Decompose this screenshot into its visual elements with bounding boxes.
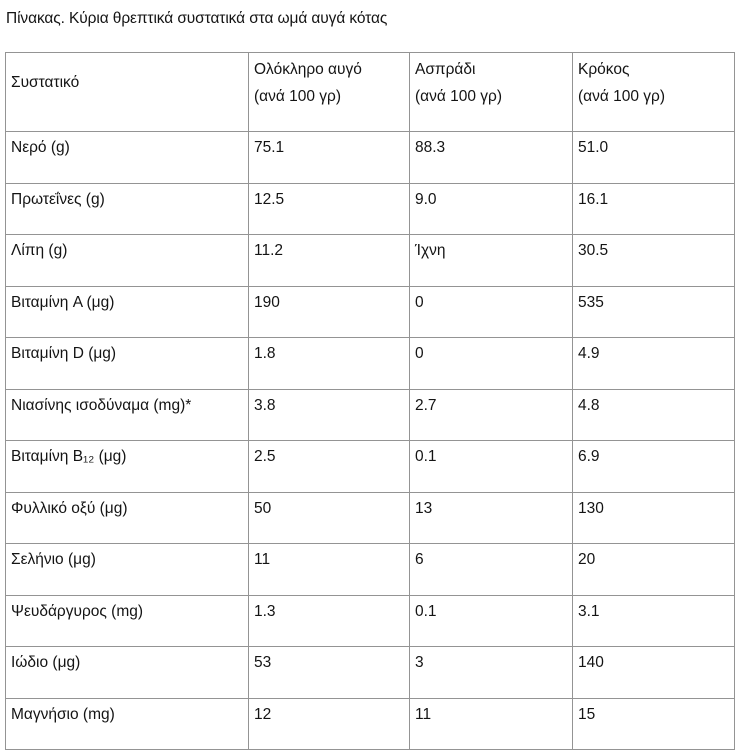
header-egg-white: Ασπράδι (ανά 100 γρ) [409, 52, 573, 132]
cell-yolk: 30.5 [572, 234, 735, 287]
table-header: Συστατικό Ολόκληρο αυγό (ανά 100 γρ) Ασπ… [5, 52, 735, 132]
cell-egg-white: 0 [409, 337, 573, 390]
header-yolk: Κρόκος (ανά 100 γρ) [572, 52, 735, 132]
cell-whole-egg: 53 [248, 646, 410, 699]
table-body: Νερό (g) 75.1 88.3 51.0 Πρωτεΐνες (g) 12… [5, 131, 735, 750]
cell-whole-egg: 2.5 [248, 440, 410, 493]
cell-egg-white: 88.3 [409, 131, 573, 184]
cell-whole-egg: 12 [248, 697, 410, 750]
table-row: Ψευδάργυρος (mg) 1.3 0.1 3.1 [5, 594, 735, 647]
header-whole-egg-sublabel: (ανά 100 γρ) [254, 88, 342, 105]
cell-whole-egg: 190 [248, 285, 410, 338]
table-row: Νερό (g) 75.1 88.3 51.0 [5, 131, 735, 184]
header-egg-white-label: Ασπράδι [415, 61, 476, 78]
cell-egg-white: 0.1 [409, 440, 573, 493]
cell-whole-egg: 1.3 [248, 594, 410, 647]
cell-yolk: 3.1 [572, 594, 735, 647]
cell-component: Λίπη (g) [5, 234, 249, 287]
egg-nutrients-table: Συστατικό Ολόκληρο αυγό (ανά 100 γρ) Ασπ… [5, 52, 735, 750]
header-whole-egg-label: Ολόκληρο αυγό [254, 61, 362, 78]
cell-component: Φυλλικό οξύ (μg) [5, 491, 249, 544]
cell-component: Σελήνιο (μg) [5, 543, 249, 596]
table-row: Σελήνιο (μg) 11 6 20 [5, 543, 735, 596]
table-row: Φυλλικό οξύ (μg) 50 13 130 [5, 491, 735, 544]
cell-yolk: 535 [572, 285, 735, 338]
cell-component: Νερό (g) [5, 131, 249, 184]
cell-component: Νιασίνης ισοδύναμα (mg)* [5, 388, 249, 441]
cell-egg-white: 13 [409, 491, 573, 544]
header-row: Συστατικό Ολόκληρο αυγό (ανά 100 γρ) Ασπ… [5, 52, 735, 132]
header-component-label: Συστατικό [11, 74, 80, 91]
cell-egg-white: 3 [409, 646, 573, 699]
cell-egg-white: 11 [409, 697, 573, 750]
cell-component: Βιταμίνη A (μg) [5, 285, 249, 338]
table-row: Ιώδιο (μg) 53 3 140 [5, 646, 735, 699]
cell-egg-white: 6 [409, 543, 573, 596]
cell-whole-egg: 12.5 [248, 182, 410, 235]
cell-yolk: 16.1 [572, 182, 735, 235]
header-yolk-sublabel: (ανά 100 γρ) [578, 88, 666, 105]
cell-component: Βιταμίνη B₁₂ (μg) [5, 440, 249, 493]
cell-component: Ψευδάργυρος (mg) [5, 594, 249, 647]
cell-yolk: 130 [572, 491, 735, 544]
header-component: Συστατικό [5, 52, 249, 132]
cell-yolk: 51.0 [572, 131, 735, 184]
cell-component: Ιώδιο (μg) [5, 646, 249, 699]
cell-component: Μαγνήσιο (mg) [5, 697, 249, 750]
cell-whole-egg: 50 [248, 491, 410, 544]
cell-yolk: 4.9 [572, 337, 735, 390]
table-row: Βιταμίνη D (μg) 1.8 0 4.9 [5, 337, 735, 390]
cell-component: Βιταμίνη D (μg) [5, 337, 249, 390]
cell-whole-egg: 11.2 [248, 234, 410, 287]
cell-yolk: 15 [572, 697, 735, 750]
table-row: Βιταμίνη A (μg) 190 0 535 [5, 285, 735, 338]
cell-egg-white: 2.7 [409, 388, 573, 441]
table-row: Λίπη (g) 11.2 Ίχνη 30.5 [5, 234, 735, 287]
cell-yolk: 6.9 [572, 440, 735, 493]
cell-whole-egg: 11 [248, 543, 410, 596]
cell-egg-white: 0 [409, 285, 573, 338]
cell-yolk: 20 [572, 543, 735, 596]
cell-whole-egg: 75.1 [248, 131, 410, 184]
header-egg-white-sublabel: (ανά 100 γρ) [415, 88, 503, 105]
cell-yolk: 4.8 [572, 388, 735, 441]
cell-egg-white: Ίχνη [409, 234, 573, 287]
table-caption: Πίνακας. Κύρια θρεπτικά συστατικά στα ωμ… [6, 10, 388, 27]
header-yolk-label: Κρόκος [578, 61, 630, 78]
table-row: Νιασίνης ισοδύναμα (mg)* 3.8 2.7 4.8 [5, 388, 735, 441]
table-row: Μαγνήσιο (mg) 12 11 15 [5, 697, 735, 750]
cell-egg-white: 9.0 [409, 182, 573, 235]
cell-whole-egg: 1.8 [248, 337, 410, 390]
table-row: Βιταμίνη B₁₂ (μg) 2.5 0.1 6.9 [5, 440, 735, 493]
cell-component: Πρωτεΐνες (g) [5, 182, 249, 235]
cell-yolk: 140 [572, 646, 735, 699]
cell-whole-egg: 3.8 [248, 388, 410, 441]
cell-egg-white: 0.1 [409, 594, 573, 647]
header-whole-egg: Ολόκληρο αυγό (ανά 100 γρ) [248, 52, 410, 132]
table-row: Πρωτεΐνες (g) 12.5 9.0 16.1 [5, 182, 735, 235]
